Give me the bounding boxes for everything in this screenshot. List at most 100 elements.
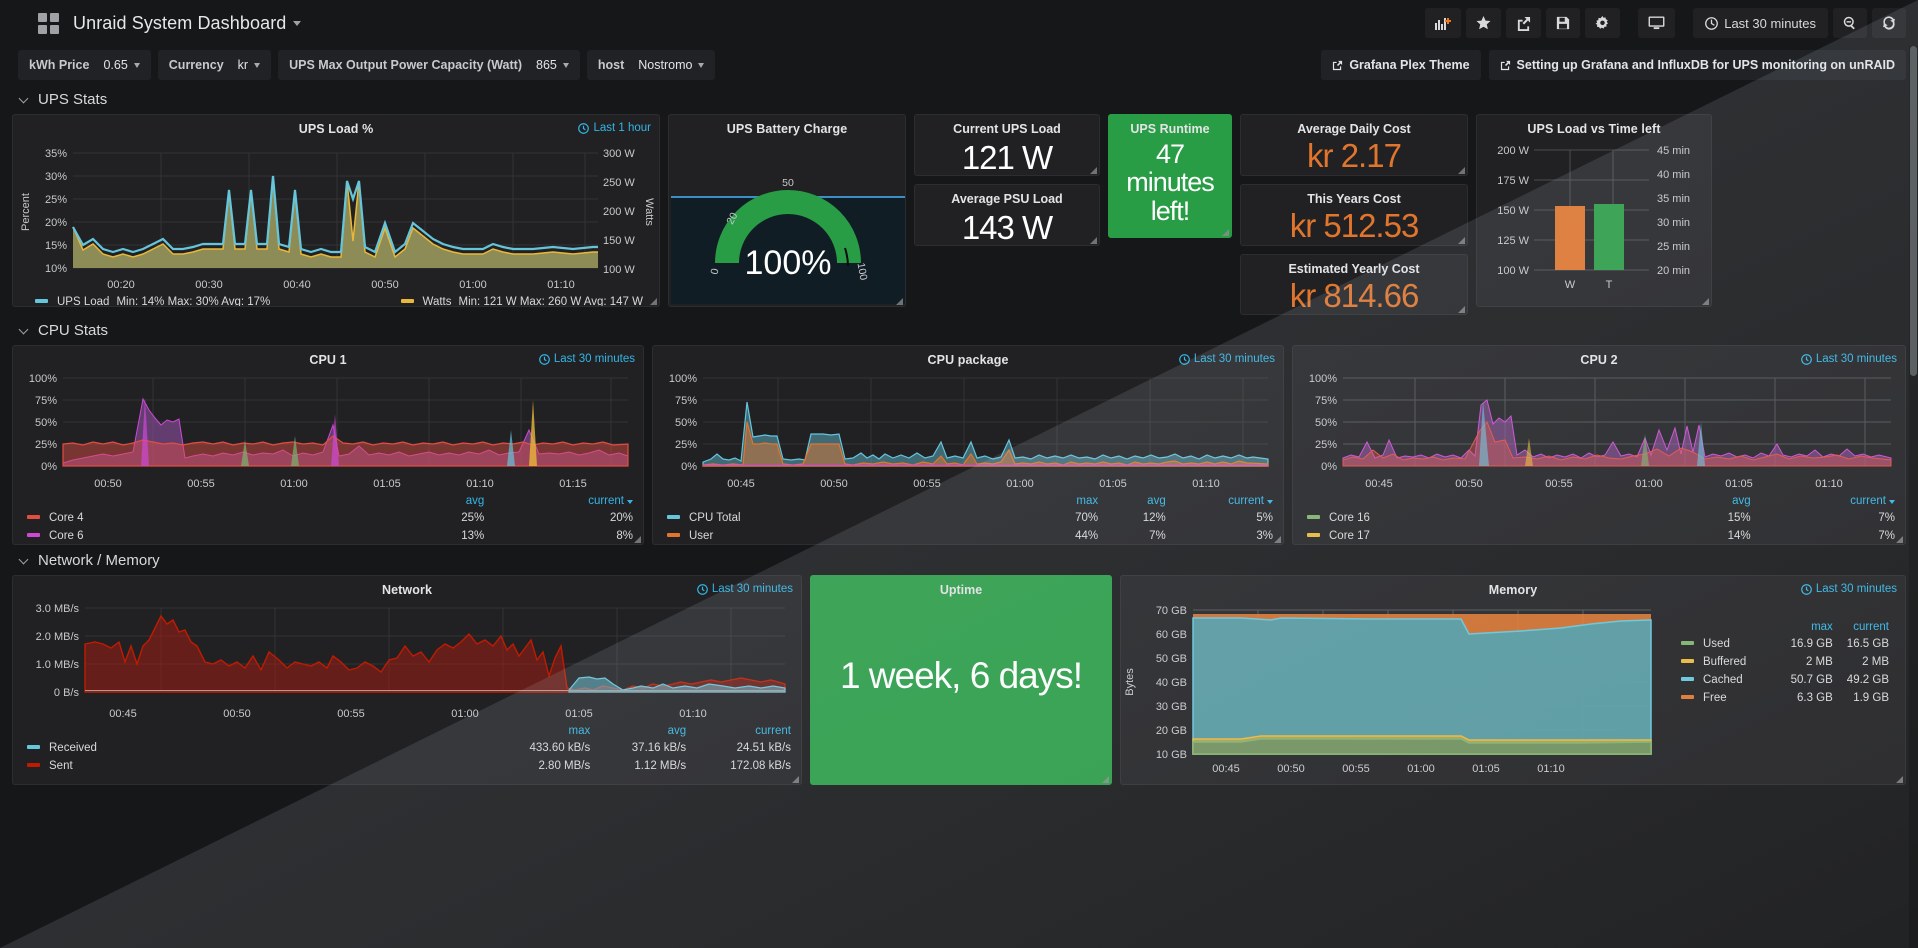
legend-row-core4[interactable]: Core 4 25% 20% [27,509,633,527]
tv-mode-button[interactable] [1638,8,1676,38]
panel-resize-handle[interactable] [1089,236,1097,244]
svg-text:10%: 10% [45,263,67,275]
legend-row-buffered[interactable]: Buffered 2 MB 2 MB [1681,653,1889,671]
page-scrollbar[interactable] [1909,46,1918,948]
dashboard-title[interactable]: Unraid System Dashboard [73,13,302,34]
svg-text:40 min: 40 min [1657,169,1690,181]
legend-row-cpu-total[interactable]: CPU Total 70% 12% 5% [667,509,1273,527]
variable-host-value[interactable]: Nostromo [634,58,714,72]
legend-header-current[interactable]: current [1166,493,1273,509]
svg-text:100%: 100% [745,244,832,282]
legend-row-core16[interactable]: Core 16 15% 7% [1307,509,1895,527]
star-dashboard-button[interactable] [1466,8,1502,38]
panel-resize-handle[interactable] [1895,775,1903,783]
dashboard-link-ups-monitoring[interactable]: Setting up Grafana and InfluxDB for UPS … [1488,50,1906,80]
panel-time-override-cpu-package[interactable]: Last 30 minutes [1178,353,1275,365]
svg-text:50%: 50% [675,417,697,429]
legend-header-current[interactable]: current [1853,621,1889,633]
top-navbar: Unraid System Dashboard [0,0,1918,46]
chevron-down-icon [254,62,261,68]
svg-text:Bytes: Bytes [1124,668,1136,696]
legend-item-ups-load[interactable]: UPS Load Min: 14% Max: 30% Avg: 17% [35,296,270,306]
panel-time-override-ups-load[interactable]: Last 1 hour [578,122,651,134]
row-header-cpu-stats[interactable]: CPU Stats [0,315,1918,345]
page-scrollbar-thumb[interactable] [1910,46,1917,376]
variable-currency: Currency kr [157,50,272,80]
panel-time-override-network[interactable]: Last 30 minutes [696,583,793,595]
legend-header-max[interactable]: max [1811,621,1833,633]
panel-resize-handle[interactable] [649,297,657,305]
panel-ups-load-vs-time-left: UPS Load vs Time left 200 W 175 W 150 W 12… [1476,114,1712,307]
svg-text:75%: 75% [35,395,57,407]
refresh-dashboard-button[interactable] [1872,8,1906,38]
legend-row-core17[interactable]: Core 17 14% 7% [1307,527,1895,544]
row-header-ups-stats[interactable]: UPS Stats [0,84,1918,114]
panel-resize-handle[interactable] [1457,236,1465,244]
legend-row-user[interactable]: User 44% 7% 3% [667,527,1273,544]
panel-resize-handle[interactable] [633,535,641,543]
panel-resize-handle[interactable] [1457,305,1465,313]
panel-time-override-label: Last 1 hour [593,122,651,134]
row-header-network-memory[interactable]: Network / Memory [0,545,1918,575]
legend-header-avg[interactable]: avg [1147,495,1166,507]
legend-item-watts[interactable]: Watts Min: 121 W Max: 260 W Avg: 147 W [400,296,643,306]
svg-text:01:15: 01:15 [559,478,587,490]
panel-time-override-memory[interactable]: Last 30 minutes [1800,583,1897,595]
svg-text:00:55: 00:55 [913,478,941,490]
panel-resize-handle[interactable] [1701,297,1709,305]
legend-header-max[interactable]: max [568,725,591,737]
legend-row-core6[interactable]: Core 6 13% 8% [27,527,633,544]
svg-text:00:55: 00:55 [337,708,365,720]
panel-memory: Memory Last 30 minutes Bytes 70 GB 60 GB … [1120,575,1906,785]
time-range-picker[interactable]: Last 30 minutes [1693,8,1828,38]
panel-resize-handle[interactable] [1089,166,1097,174]
legend-value-avg: 13% [461,530,485,542]
legend-header-avg[interactable]: avg [465,495,485,507]
panel-resize-handle[interactable] [895,297,903,305]
row-header-network-memory-label: Network / Memory [38,551,160,569]
save-dashboard-button[interactable] [1546,8,1581,38]
panel-time-override-cpu1[interactable]: Last 30 minutes [538,353,635,365]
variable-currency-value[interactable]: kr [234,58,270,72]
legend-color-swatch [27,533,40,537]
legend-row-sent[interactable]: Sent 2.80 MB/s 1.12 MB/s 172.08 kB/s [27,757,791,775]
zoom-out-time-button[interactable] [1833,8,1867,38]
legend-header-avg[interactable]: avg [1732,495,1751,507]
panel-resize-handle[interactable] [1101,775,1109,783]
ups-stat-column-left: Current UPS Load 121 W Average PSU Load … [914,114,1100,315]
dashboard-link-plex-theme[interactable]: Grafana Plex Theme [1321,50,1481,80]
svg-text:35 min: 35 min [1657,193,1690,205]
panel-resize-handle[interactable] [1895,535,1903,543]
legend-row-used[interactable]: Used 16.9 GB 16.5 GB [1681,635,1889,653]
panel-time-override-cpu2[interactable]: Last 30 minutes [1800,353,1897,365]
legend-row-received[interactable]: Received 433.60 kB/s 37.16 kB/s 24.51 kB… [27,739,791,757]
variable-ups-max-power-value[interactable]: 865 [532,58,579,72]
panel-resize-handle[interactable] [1221,228,1229,236]
legend-header-max[interactable]: max [1076,495,1099,507]
panel-ups-runtime: UPS Runtime 47 minutes left! [1108,114,1232,238]
panel-resize-handle[interactable] [1273,535,1281,543]
svg-text:00:50: 00:50 [223,708,251,720]
legend-row-free[interactable]: Free 6.3 GB 1.9 GB [1681,689,1889,707]
legend-header-current[interactable]: current [1751,493,1895,509]
variable-ups-max-power: UPS Max Output Power Capacity (Watt) 865 [278,50,580,80]
legend-value-current: 7% [1878,512,1895,524]
legend-header-current-label: current [1850,495,1886,507]
legend-header-current[interactable]: current [484,493,633,509]
share-dashboard-button[interactable] [1506,8,1542,38]
clock-icon [1178,353,1190,365]
svg-text:00:45: 00:45 [1212,763,1240,775]
svg-text:3.0 MB/s: 3.0 MB/s [36,603,80,615]
svg-text:0%: 0% [681,461,697,473]
panel-resize-handle[interactable] [791,775,799,783]
legend-value-avg: 14% [1727,530,1751,542]
svg-text:01:00: 01:00 [280,478,308,490]
legend-row-cached[interactable]: Cached 50.7 GB 49.2 GB [1681,671,1889,689]
panel-resize-handle[interactable] [1457,166,1465,174]
dashboard-settings-button[interactable] [1585,8,1621,38]
variable-kwh-price-value[interactable]: 0.65 [99,58,149,72]
legend-header-current[interactable]: current [755,725,791,737]
legend-value-max: 70% [1075,512,1099,524]
add-panel-button[interactable] [1425,8,1462,38]
legend-header-avg[interactable]: avg [667,725,687,737]
